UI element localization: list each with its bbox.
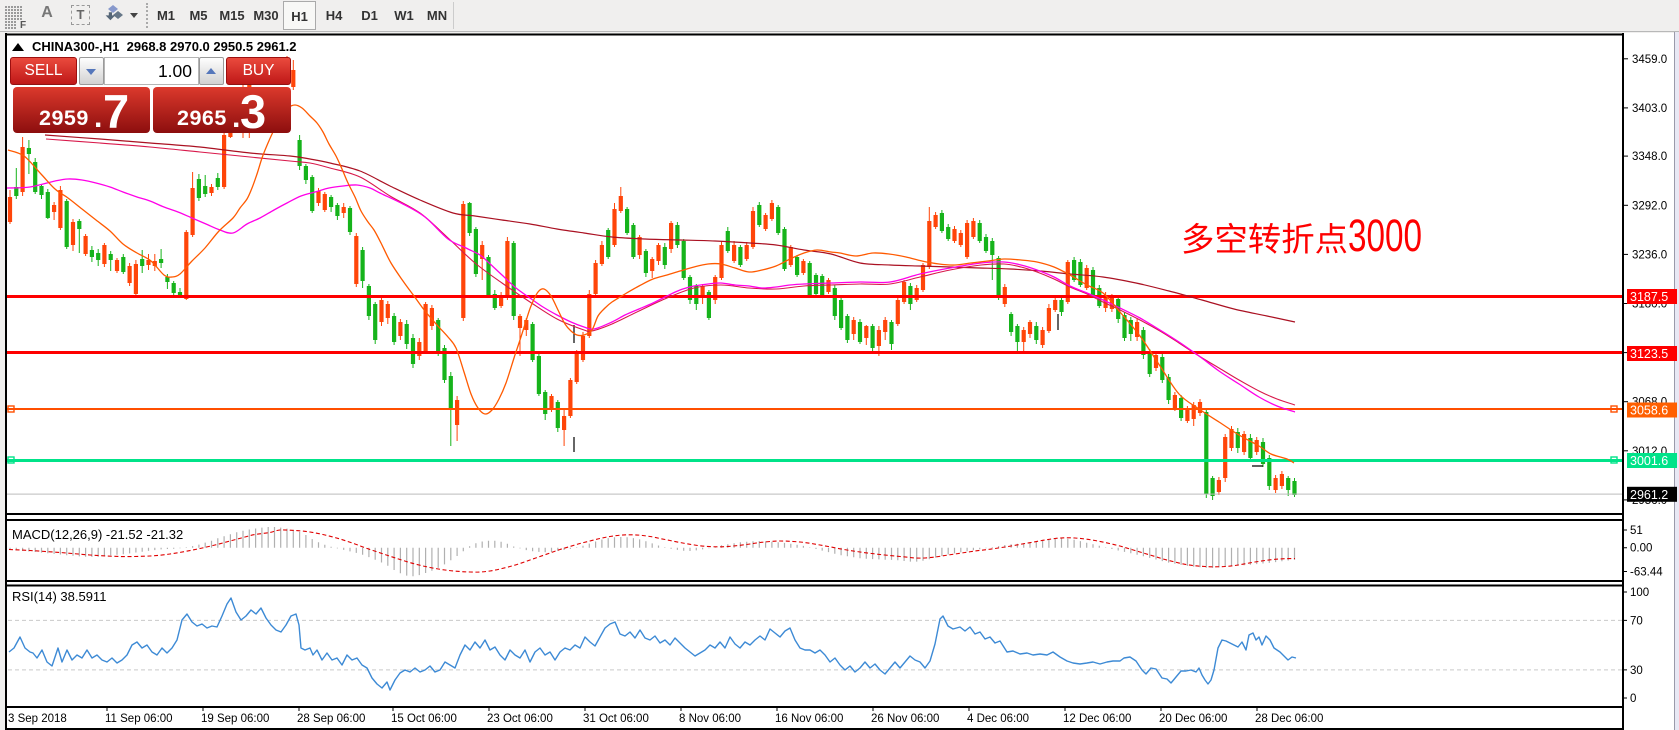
svg-text:3292.0: 3292.0 [1632,200,1667,212]
svg-text:3403.0: 3403.0 [1632,103,1667,115]
svg-text:3236.0: 3236.0 [1632,249,1667,261]
svg-text:3187.5: 3187.5 [1630,290,1668,304]
svg-text:3348.0: 3348.0 [1632,151,1667,163]
svg-text:20 Dec 06:00: 20 Dec 06:00 [1159,713,1227,725]
svg-text:30: 30 [1630,665,1643,677]
svg-text:100: 100 [1630,587,1649,599]
svg-text:3 Sep 2018: 3 Sep 2018 [8,713,67,725]
svg-text:28 Sep 06:00: 28 Sep 06:00 [297,713,365,725]
svg-text:0: 0 [1630,693,1636,705]
svg-text:RSI(14) 38.5911: RSI(14) 38.5911 [12,589,106,604]
svg-text:2961.2: 2961.2 [1630,488,1668,502]
svg-text:3000: 3000 [1348,211,1422,261]
svg-text:3001.6: 3001.6 [1630,454,1668,468]
svg-text:15 Oct 06:00: 15 Oct 06:00 [391,713,457,725]
svg-text:26 Nov 06:00: 26 Nov 06:00 [871,713,939,725]
svg-text:-63.44: -63.44 [1630,567,1663,579]
svg-text:4 Dec 06:00: 4 Dec 06:00 [967,713,1029,725]
svg-text:F: F [20,20,26,30]
svg-text:0.00: 0.00 [1630,543,1652,555]
svg-text:3459.0: 3459.0 [1632,54,1667,66]
svg-text:19 Sep 06:00: 19 Sep 06:00 [201,713,269,725]
svg-text:11 Sep 06:00: 11 Sep 06:00 [105,713,173,725]
svg-text:MACD(12,26,9) -21.52 -21.32: MACD(12,26,9) -21.52 -21.32 [12,527,183,542]
svg-text:31 Oct 06:00: 31 Oct 06:00 [583,713,649,725]
svg-text:51: 51 [1630,525,1643,537]
svg-text:3123.5: 3123.5 [1630,347,1668,361]
svg-text:28 Dec 06:00: 28 Dec 06:00 [1255,713,1323,725]
svg-text:8 Nov 06:00: 8 Nov 06:00 [679,713,741,725]
svg-text:70: 70 [1630,615,1643,627]
svg-text:3058.6: 3058.6 [1630,404,1668,418]
svg-text:12 Dec 06:00: 12 Dec 06:00 [1063,713,1131,725]
svg-text:23 Oct 06:00: 23 Oct 06:00 [487,713,553,725]
svg-text:16 Nov 06:00: 16 Nov 06:00 [775,713,843,725]
